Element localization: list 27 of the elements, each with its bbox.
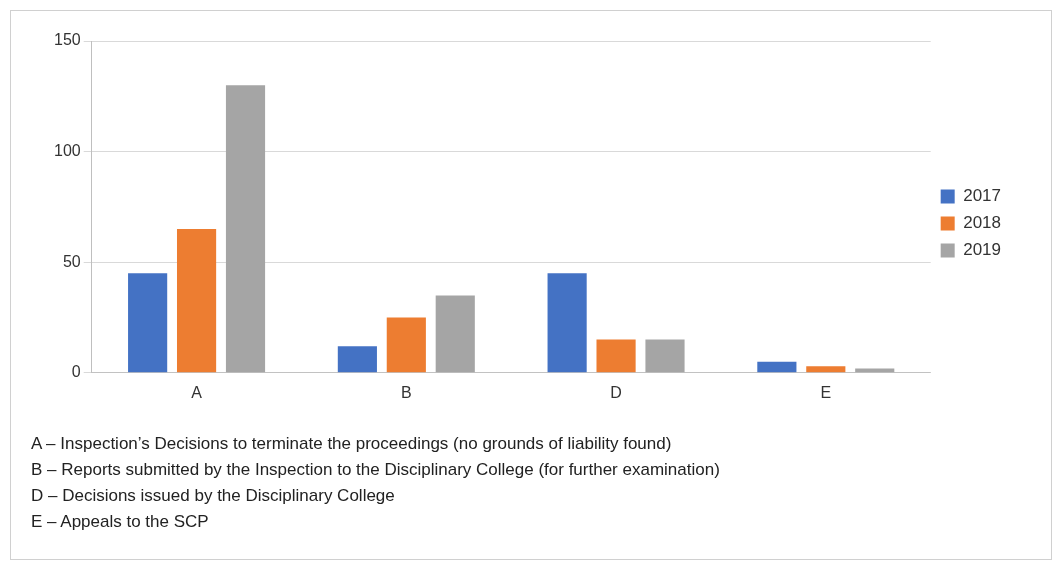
x-tick-label: A — [191, 383, 203, 401]
bar — [596, 339, 636, 373]
bar — [337, 346, 377, 373]
bar — [645, 339, 685, 373]
y-tick-label: 0 — [71, 363, 81, 381]
bar — [386, 317, 426, 373]
legend-label: 2018 — [963, 213, 1002, 233]
x-tick-label: E — [820, 383, 832, 401]
bar — [547, 273, 587, 373]
legend-label: 2019 — [963, 240, 1002, 260]
text: A – Inspection’s Decisions to terminate the proceedings (no grounds of liability found) — [31, 433, 673, 455]
x-tick-label: D — [610, 383, 622, 401]
y-tick-label: 150 — [53, 31, 81, 49]
y-tick-label: 50 — [62, 252, 81, 270]
x-tick-label: B — [400, 383, 412, 401]
bar — [806, 366, 846, 373]
text: B – Reports submitted by the Inspection to the Disciplinary College (for further examination) — [31, 459, 720, 481]
legend-label: 2017 — [963, 186, 1002, 206]
text: D – Decisions issued by the Disciplinary College — [31, 485, 396, 507]
y-tick-label: 100 — [53, 142, 81, 160]
bar — [225, 85, 266, 373]
bar — [435, 295, 475, 373]
text: E – Appeals to the SCP — [31, 511, 210, 533]
bar — [757, 361, 797, 373]
bar — [176, 229, 217, 373]
bar — [128, 273, 168, 373]
bar — [855, 368, 895, 373]
